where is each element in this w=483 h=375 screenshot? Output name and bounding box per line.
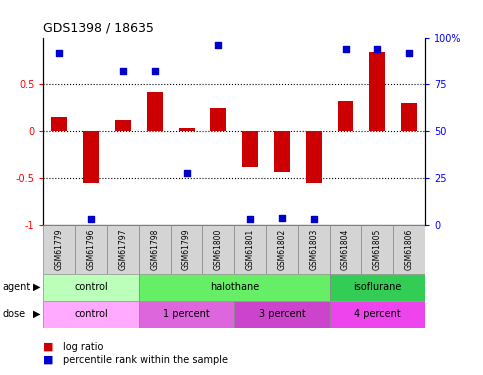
Point — [56, 50, 63, 55]
Bar — [211, 108, 227, 131]
Text: GSM61802: GSM61802 — [277, 229, 286, 270]
Text: GDS1398 / 18635: GDS1398 / 18635 — [43, 22, 155, 35]
Bar — [298, 225, 330, 274]
Bar — [242, 131, 258, 167]
Point — [214, 42, 222, 48]
Text: GSM61800: GSM61800 — [214, 229, 223, 270]
Bar — [202, 225, 234, 274]
Point — [246, 216, 254, 222]
Text: GSM61799: GSM61799 — [182, 229, 191, 270]
Text: 1 percent: 1 percent — [163, 309, 210, 319]
Point — [373, 46, 381, 52]
Text: GSM61801: GSM61801 — [246, 229, 255, 270]
Bar — [329, 225, 361, 274]
Text: 4 percent: 4 percent — [354, 309, 401, 319]
Text: GSM61797: GSM61797 — [118, 229, 128, 270]
Text: dose: dose — [2, 309, 26, 319]
Bar — [369, 52, 385, 131]
Point — [405, 50, 413, 55]
Bar — [107, 225, 139, 274]
Text: GSM61798: GSM61798 — [150, 229, 159, 270]
Text: log ratio: log ratio — [63, 342, 103, 351]
Bar — [179, 128, 195, 131]
Text: isoflurane: isoflurane — [353, 282, 401, 292]
Bar — [75, 225, 107, 274]
Text: GSM61805: GSM61805 — [373, 229, 382, 270]
Text: halothane: halothane — [210, 282, 259, 292]
Bar — [83, 131, 99, 183]
Bar — [139, 301, 234, 328]
Text: ■: ■ — [43, 342, 57, 351]
Bar — [266, 225, 298, 274]
Text: control: control — [74, 309, 108, 319]
Bar — [401, 103, 417, 131]
Point — [151, 68, 158, 74]
Bar — [115, 120, 131, 131]
Bar — [361, 225, 393, 274]
Text: 3 percent: 3 percent — [258, 309, 305, 319]
Bar — [274, 131, 290, 172]
Bar — [393, 225, 425, 274]
Text: ■: ■ — [43, 355, 57, 364]
Text: GSM61796: GSM61796 — [86, 229, 96, 270]
Text: ▶: ▶ — [33, 282, 41, 292]
Point — [310, 216, 318, 222]
Bar — [43, 274, 139, 301]
Text: GSM61806: GSM61806 — [405, 229, 413, 270]
Bar — [170, 225, 202, 274]
Text: GSM61804: GSM61804 — [341, 229, 350, 270]
Point — [183, 170, 190, 176]
Bar — [43, 225, 75, 274]
Point — [341, 46, 349, 52]
Text: percentile rank within the sample: percentile rank within the sample — [63, 355, 228, 364]
Point — [87, 216, 95, 222]
Text: GSM61779: GSM61779 — [55, 229, 64, 270]
Point — [119, 68, 127, 74]
Text: agent: agent — [2, 282, 30, 292]
Bar — [234, 225, 266, 274]
Bar — [139, 274, 330, 301]
Bar — [330, 274, 425, 301]
Bar — [147, 92, 163, 131]
Text: control: control — [74, 282, 108, 292]
Text: ▶: ▶ — [33, 309, 41, 319]
Point — [278, 214, 286, 220]
Bar — [330, 301, 425, 328]
Bar — [43, 301, 139, 328]
Bar — [51, 117, 67, 131]
Bar — [234, 301, 330, 328]
Bar — [306, 131, 322, 183]
Text: GSM61803: GSM61803 — [309, 229, 318, 270]
Bar — [338, 101, 354, 131]
Bar — [139, 225, 170, 274]
